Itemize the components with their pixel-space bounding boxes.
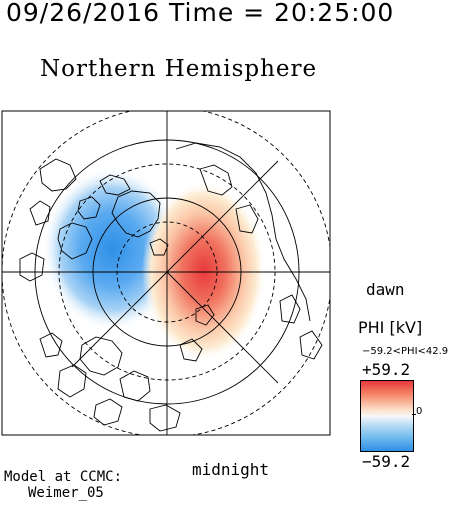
positive-potential-cell (142, 181, 266, 361)
timestamp-title: 09/26/2016 Time = 20:25:00 (6, 0, 395, 27)
midnight-label: midnight (192, 460, 270, 479)
legend-title: PHI [kV] (358, 318, 423, 337)
coastlines (19, 142, 323, 432)
colorbar (360, 380, 414, 452)
hemisphere-title: Northern Hemisphere (40, 56, 318, 82)
credit-line-2: Weimer_05 (28, 485, 104, 501)
meridian-line (166, 271, 279, 384)
credit-line-1: Model at CCMC: (4, 469, 123, 485)
colorbar-zero-label: 0 (416, 406, 423, 417)
colorbar-zero-tick (412, 414, 416, 415)
colorbar-max-label: +59.2 (362, 360, 411, 379)
legend-range: −59.2<PHI<42.9 (362, 346, 449, 357)
dawn-label: dawn (366, 280, 405, 299)
polar-potential-map (1, 110, 331, 436)
colorbar-min-label: −59.2 (362, 452, 411, 471)
meridian-line (71, 271, 168, 368)
